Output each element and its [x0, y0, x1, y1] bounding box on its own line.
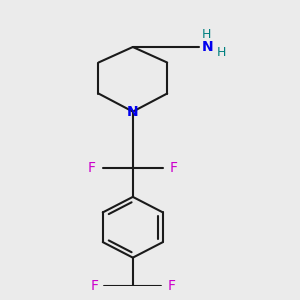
Text: N: N [127, 105, 139, 118]
Text: H: H [217, 46, 226, 59]
Text: N: N [202, 40, 213, 54]
Text: F: F [91, 279, 98, 293]
Text: F: F [167, 279, 175, 293]
Text: F: F [88, 161, 96, 176]
Text: H: H [202, 28, 211, 40]
Text: F: F [170, 161, 178, 176]
